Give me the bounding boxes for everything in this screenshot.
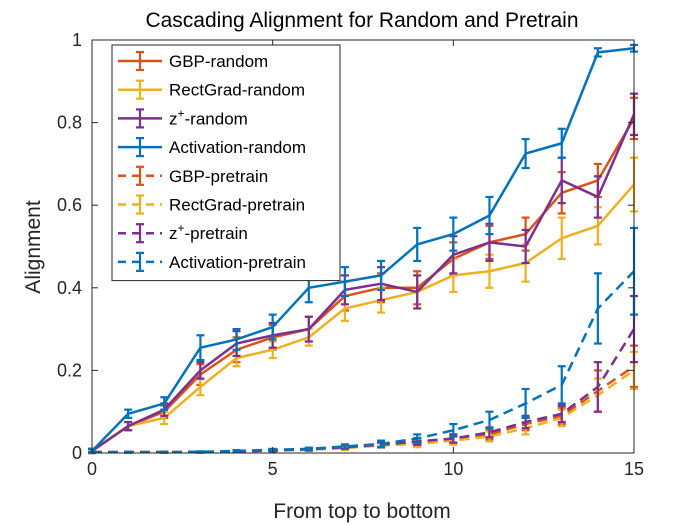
legend-entry-1: RectGrad-random	[118, 79, 305, 100]
legend: GBP-random RectGrad-random z+-random Activa…	[111, 44, 341, 282]
axes: 0 5 10 15 0 0.2 0.4 0.6 0.8 1	[57, 30, 644, 479]
x-axis-label: From top to bottom	[273, 500, 450, 523]
legend-entry-6: z+-pretrain	[118, 221, 248, 244]
legend-entry-4: GBP-pretrain	[118, 165, 268, 186]
x-tick-label: 5	[268, 459, 278, 479]
legend-box	[111, 44, 341, 282]
legend-label: Activation-pretrain	[169, 253, 306, 272]
legend-entry-3: Activation-random	[118, 137, 306, 158]
series-line	[92, 365, 635, 454]
y-axis-label: Alignment	[22, 200, 45, 294]
legend-entry-5: RectGrad-pretrain	[118, 194, 305, 215]
y-tick-label: 1	[72, 30, 82, 50]
series-line	[91, 113, 636, 452]
x-tick-label: 15	[624, 459, 644, 479]
x-tick-label: 0	[87, 459, 97, 479]
x-tick-label: 10	[443, 459, 463, 479]
legend-entry-7: Activation-pretrain	[118, 251, 306, 272]
series-line	[92, 328, 636, 454]
legend-label: RectGrad-random	[169, 81, 305, 100]
legend-label: GBP-pretrain	[169, 167, 268, 186]
legend-entry-0: GBP-random	[118, 50, 268, 72]
y-tick-label: 0.4	[57, 278, 82, 298]
series-line	[92, 369, 635, 454]
series-line	[91, 47, 635, 452]
chart-title: Cascading Alignment for Random and Pretr…	[145, 9, 578, 32]
legend-label: Activation-random	[169, 138, 306, 157]
y-tick-label: 0.6	[57, 195, 82, 215]
axes-box	[91, 39, 635, 454]
series-line	[91, 183, 635, 452]
y-tick-label: 0.8	[57, 113, 82, 133]
y-tick-label: 0	[72, 443, 82, 463]
legend-label: GBP-random	[169, 52, 268, 71]
y-tick-label: 0.2	[57, 360, 82, 380]
legend-label: z+-random	[169, 106, 248, 128]
legend-label: z+-pretrain	[169, 221, 248, 243]
plot-area	[88, 43, 638, 455]
legend-label: RectGrad-pretrain	[169, 196, 305, 215]
legend-entry-2: z+-random	[118, 106, 248, 129]
